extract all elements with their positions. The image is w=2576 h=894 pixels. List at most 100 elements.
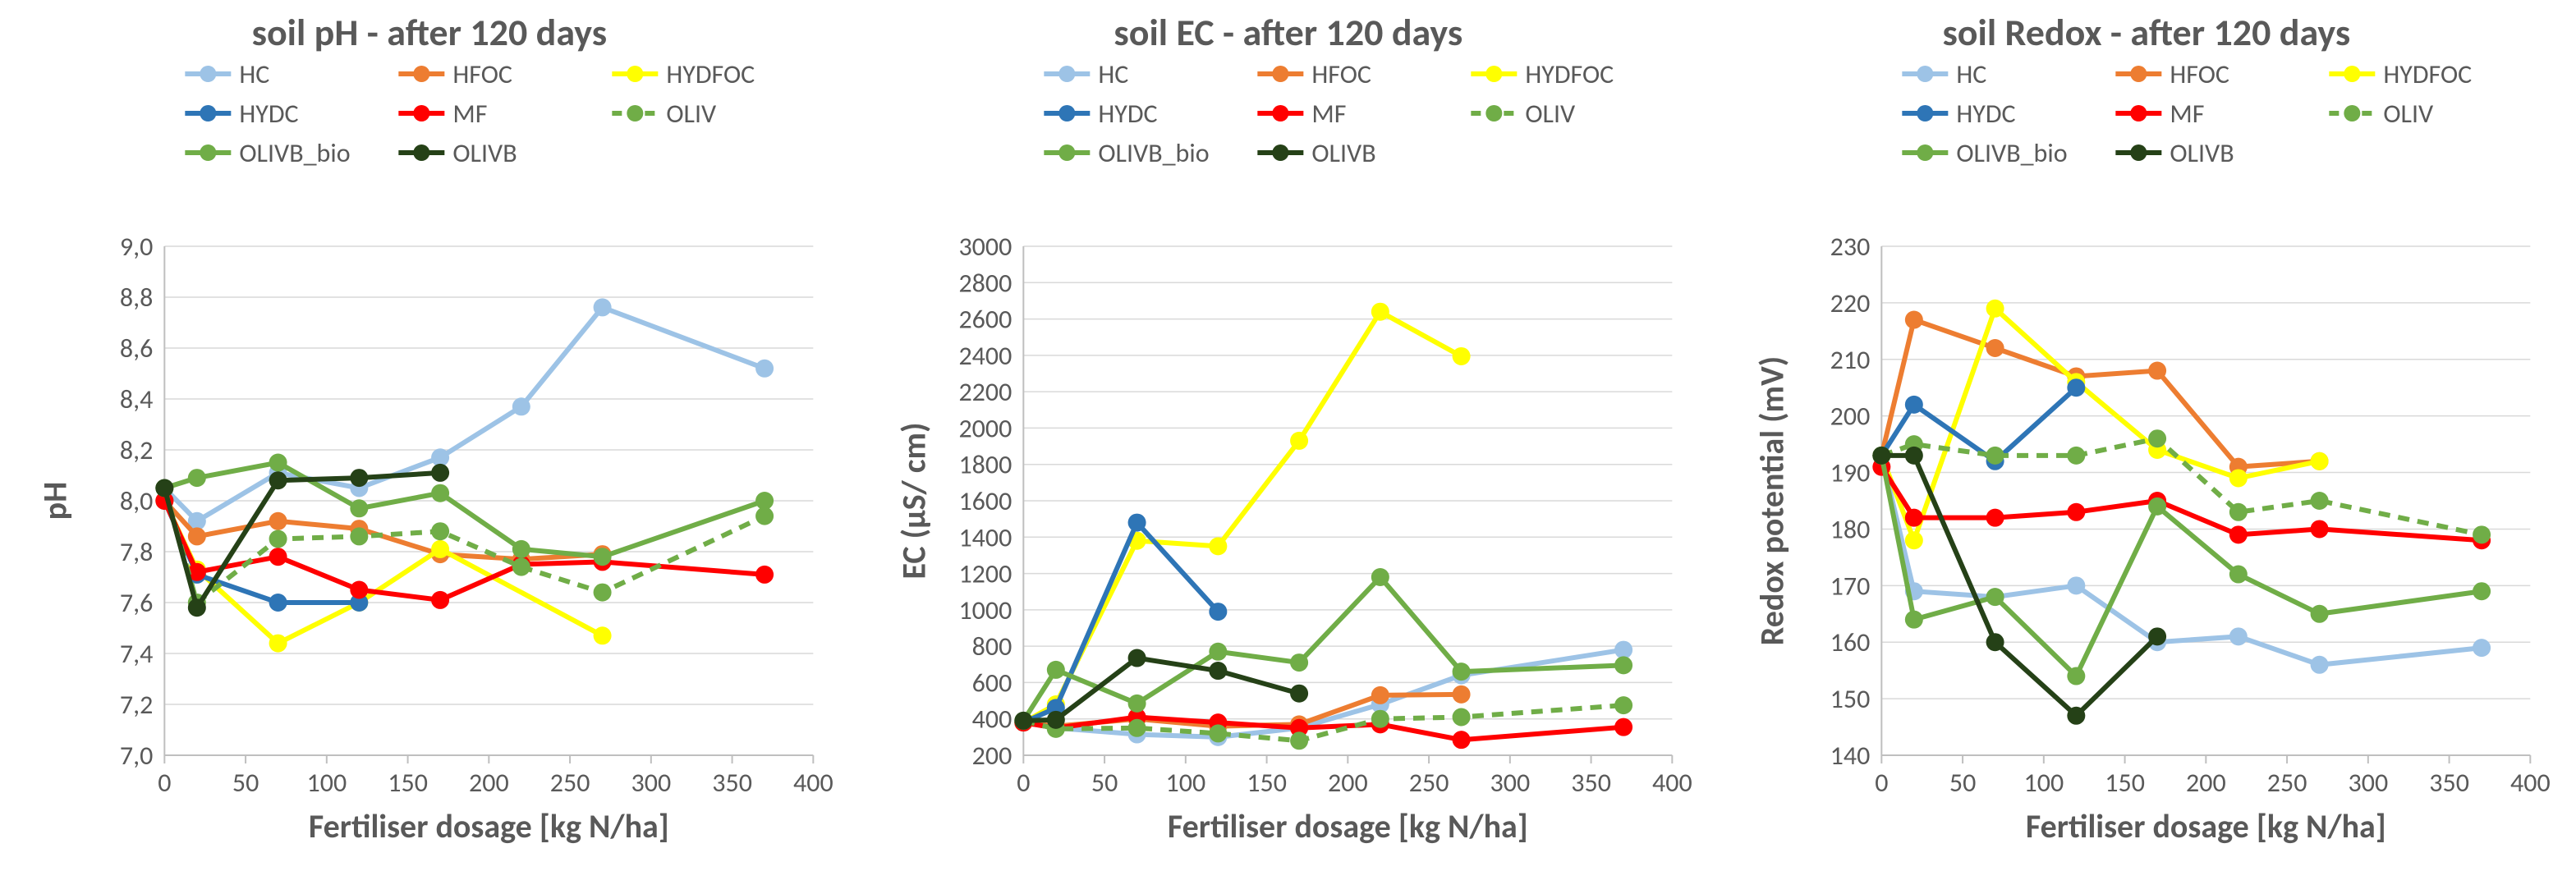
xtick-label: 50 xyxy=(232,767,259,799)
legend-swatch-marker xyxy=(1917,66,1934,82)
panel-redox: soil Redox - after 120 days1401501601701… xyxy=(1717,0,2576,894)
series-marker-HFOC xyxy=(1905,311,1923,329)
series-marker-OLIVB_bio xyxy=(1047,661,1065,679)
x-axis-title: Fertiliser dosage [kg N/ha] xyxy=(1168,806,1528,846)
series-marker-OLIVB_bio xyxy=(1614,656,1632,674)
series-marker-HFOC xyxy=(269,512,287,530)
legend-label: HYDC xyxy=(1098,98,1157,130)
series-marker-HYDFOC xyxy=(1371,303,1389,321)
ytick-label: 7,6 xyxy=(120,587,153,619)
ytick-label: 190 xyxy=(1830,457,1871,489)
series-marker-HYDFOC xyxy=(594,626,612,644)
ytick-label: 7,8 xyxy=(120,536,153,568)
series-marker-HYDFOC xyxy=(1986,300,2004,318)
legend-label: OLIVB_bio xyxy=(1957,137,2068,169)
series-marker-MF xyxy=(2229,525,2248,543)
ytick-label: 150 xyxy=(1830,683,1871,715)
series-marker-OLIVB xyxy=(431,464,449,482)
legend-swatch-marker xyxy=(200,144,216,161)
ytick-label: 600 xyxy=(971,667,1012,699)
series-marker-HC xyxy=(755,360,774,378)
ytick-label: 1200 xyxy=(958,558,1012,590)
ytick-label: 2200 xyxy=(958,376,1012,408)
legend-swatch-marker xyxy=(1485,66,1502,82)
series-marker-HYDFOC xyxy=(1209,537,1227,555)
chart-redox: soil Redox - after 120 days1401501601701… xyxy=(1717,0,2576,894)
ytick-label: 7,0 xyxy=(120,740,153,772)
ytick-label: 220 xyxy=(1830,287,1871,319)
series-marker-OLIVB_bio xyxy=(1452,662,1470,681)
legend-swatch-marker xyxy=(200,66,216,82)
xtick-label: 300 xyxy=(1490,767,1530,799)
xtick-label: 0 xyxy=(1017,767,1030,799)
legend-swatch-marker xyxy=(627,66,643,82)
series-marker-OLIVB_bio xyxy=(269,454,287,472)
series-marker-OLIVB xyxy=(2068,707,2086,725)
xtick-label: 0 xyxy=(1876,767,1889,799)
series-marker-OLIVB xyxy=(1014,712,1032,730)
ytick-label: 1000 xyxy=(958,594,1012,626)
legend-swatch-marker xyxy=(413,144,429,161)
xtick-label: 150 xyxy=(1247,767,1287,799)
xtick-label: 200 xyxy=(1328,767,1368,799)
series-marker-HYDFOC xyxy=(269,635,287,653)
series-marker-HYDC xyxy=(269,594,287,612)
legend-label: HFOC xyxy=(452,58,512,90)
series-marker-OLIVB xyxy=(2148,627,2166,645)
series-marker-OLIVB xyxy=(188,598,206,617)
chart-ec: soil EC - after 120 days2004006008001000… xyxy=(859,0,1718,894)
legend-label: HC xyxy=(239,58,269,90)
xtick-label: 350 xyxy=(712,767,752,799)
series-marker-OLIVB_bio xyxy=(2473,582,2491,600)
series-marker-OLIV xyxy=(1127,719,1146,737)
series-line-HYDC xyxy=(1023,523,1218,723)
series-marker-MF xyxy=(1905,509,1923,527)
xtick-label: 400 xyxy=(1652,767,1692,799)
series-marker-MF xyxy=(1452,731,1470,749)
series-line-OLIVB_bio xyxy=(1882,456,2482,676)
series-marker-OLIVB_bio xyxy=(1371,568,1389,586)
series-marker-OLIVB_bio xyxy=(755,492,774,510)
legend-swatch-marker xyxy=(1917,105,1934,121)
legend-label: OLIV xyxy=(1525,98,1576,130)
ytick-label: 2800 xyxy=(958,267,1012,299)
series-marker-OLIVB xyxy=(1209,662,1227,680)
xtick-label: 150 xyxy=(2105,767,2146,799)
legend-label: HYDC xyxy=(1957,98,2016,130)
ytick-label: 400 xyxy=(971,704,1012,736)
ytick-label: 8,0 xyxy=(120,485,153,517)
ytick-label: 1800 xyxy=(958,449,1012,481)
series-line-OLIV xyxy=(1882,438,2482,534)
legend-label: OLIVB xyxy=(2170,137,2234,169)
series-marker-OLIV xyxy=(2229,503,2248,521)
legend-swatch-marker xyxy=(200,105,216,121)
series-marker-OLIV xyxy=(1290,731,1308,750)
chart-title: soil pH - after 120 days xyxy=(252,10,607,56)
xtick-label: 100 xyxy=(2024,767,2064,799)
legend-swatch-marker xyxy=(2131,144,2147,161)
series-marker-MF xyxy=(431,591,449,609)
ytick-label: 200 xyxy=(971,740,1012,772)
legend-swatch-marker xyxy=(2344,105,2361,121)
series-marker-MF xyxy=(2311,520,2329,538)
series-marker-OLIV xyxy=(2311,492,2329,510)
legend-label: OLIVB xyxy=(1311,137,1375,169)
series-marker-HC xyxy=(2229,627,2248,645)
series-marker-HYDFOC xyxy=(1905,531,1923,549)
ytick-label: 160 xyxy=(1830,626,1871,658)
xtick-label: 100 xyxy=(307,767,347,799)
legend-label: HC xyxy=(1957,58,1987,90)
legend-label: MF xyxy=(1311,98,1346,130)
legend-swatch-marker xyxy=(627,105,643,121)
legend-label: OLIV xyxy=(666,98,717,130)
series-marker-OLIVB xyxy=(155,479,173,497)
xtick-label: 250 xyxy=(550,767,590,799)
series-marker-OLIV xyxy=(269,530,287,548)
series-marker-OLIVB_bio xyxy=(350,499,368,517)
series-marker-OLIV xyxy=(1371,710,1389,728)
xtick-label: 200 xyxy=(2186,767,2226,799)
xtick-label: 300 xyxy=(631,767,672,799)
legend-swatch-marker xyxy=(2131,66,2147,82)
series-marker-OLIVB xyxy=(1873,447,1891,465)
legend-label: HYDFOC xyxy=(2384,58,2473,90)
